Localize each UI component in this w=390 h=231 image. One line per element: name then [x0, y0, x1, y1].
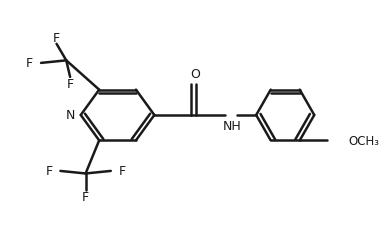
Text: F: F [53, 32, 60, 45]
Text: NH: NH [223, 120, 241, 133]
Text: F: F [67, 77, 74, 90]
Text: F: F [119, 165, 126, 178]
Text: F: F [26, 57, 33, 70]
Text: N: N [66, 109, 75, 122]
Text: F: F [45, 165, 52, 178]
Text: O: O [190, 68, 200, 81]
Text: F: F [82, 191, 89, 204]
Text: OCH₃: OCH₃ [348, 134, 379, 147]
